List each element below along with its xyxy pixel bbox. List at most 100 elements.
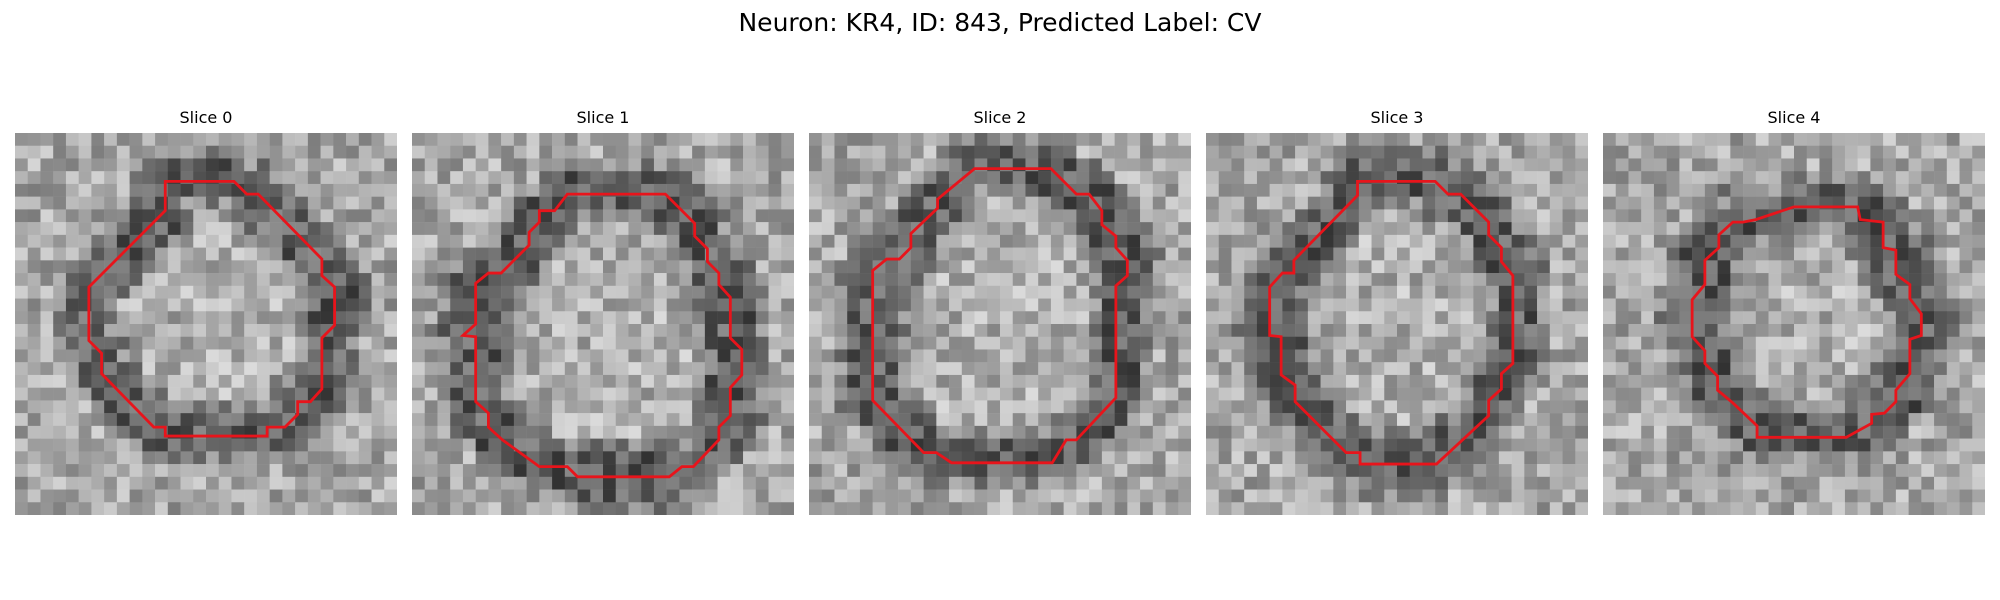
pixel [244,311,258,325]
pixel [730,311,744,325]
pixel [1883,425,1897,439]
pixel [628,349,642,363]
pixel [1447,451,1461,465]
pixel [206,476,219,490]
pixel [1921,438,1935,452]
pixel [564,222,578,236]
pixel [1473,413,1487,427]
pixel [1781,285,1795,299]
pixel [666,311,680,325]
pixel [167,374,181,388]
pixel [809,145,822,159]
pixel [1730,489,1744,503]
pixel [346,362,360,376]
pixel [1603,273,1616,287]
pixel [27,425,41,439]
pixel [936,502,950,515]
pixel [1870,400,1884,414]
pixel [590,374,604,388]
pixel [923,489,937,503]
pixel [1269,374,1283,388]
pixel [244,247,258,261]
pixel [40,425,54,439]
pixel [1333,362,1347,376]
pixel [717,260,731,274]
pixel [552,349,566,363]
pixel [358,387,372,401]
pixel [1244,349,1258,363]
pixel [91,145,105,159]
pixel [1000,324,1013,337]
pixel [1152,400,1166,414]
pixel [475,336,489,350]
pixel [552,260,566,274]
pixel [180,400,194,414]
pixel [859,438,873,452]
pixel [40,451,54,465]
pixel [679,285,693,299]
pixel [412,400,425,414]
pixel [1447,502,1461,515]
pixel [1704,145,1718,159]
pixel [1012,247,1026,261]
pixel [1050,133,1064,146]
pixel [424,451,438,465]
pixel [641,285,655,299]
pixel [193,183,207,197]
pixel [809,260,822,274]
pixel [1641,145,1655,159]
pixel [1076,387,1090,401]
pixel [513,133,527,146]
pixel [526,311,540,325]
pixel [1883,438,1897,452]
pixel [936,145,950,159]
pixel [885,234,899,248]
pixel [987,234,1001,248]
pixel [1524,247,1538,261]
pixel [1946,451,1960,465]
pixel [936,260,950,274]
figure-title: Neuron: KR4, ID: 843, Predicted Label: C… [738,8,1262,37]
pixel [755,234,769,248]
pixel [1282,171,1296,185]
pixel [1127,285,1141,299]
pixel [244,349,258,363]
pixel [834,298,848,312]
pixel [974,311,988,325]
pixel [628,298,642,312]
pixel [1562,349,1576,363]
pixel [1127,502,1141,515]
pixel [1755,451,1769,465]
pixel [53,145,67,159]
pixel [885,133,899,146]
pixel [1717,311,1731,325]
pixel [859,209,873,223]
pixel [1562,171,1576,185]
pixel [1641,222,1655,236]
pixel [116,183,130,197]
pixel [142,285,156,299]
pixel [1000,171,1013,185]
pixel [1498,476,1512,490]
pixel [1178,260,1191,274]
pixel [949,374,963,388]
pixel [488,247,502,261]
pixel [1524,234,1538,248]
pixel [501,133,515,146]
pixel [1320,158,1334,172]
pixel [104,349,118,363]
pixel [1473,374,1487,388]
pixel [603,425,616,439]
pixel [27,298,41,312]
pixel [1460,247,1474,261]
pixel [974,464,988,478]
pixel [218,133,232,146]
pixel [692,183,706,197]
pixel [717,209,731,223]
pixel [1562,234,1576,248]
pixel [142,413,156,427]
pixel [193,502,207,515]
pixel [987,336,1001,350]
pixel [1114,425,1128,439]
pixel [1409,476,1423,490]
